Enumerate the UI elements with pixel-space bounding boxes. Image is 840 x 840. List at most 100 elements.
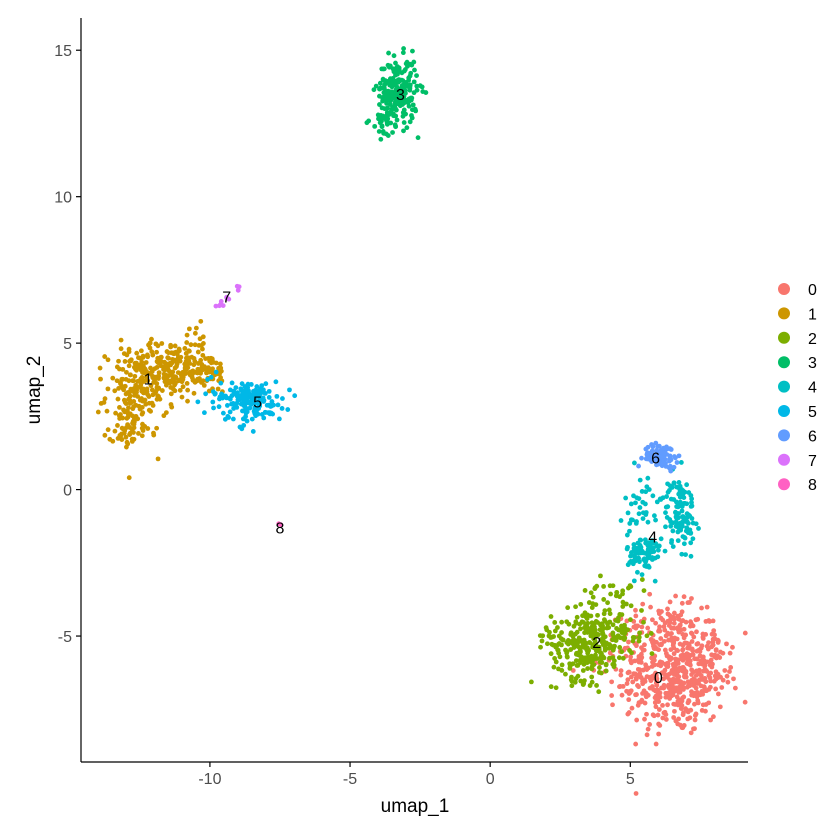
point-cluster-1 — [119, 431, 124, 437]
point-cluster-2 — [614, 589, 620, 595]
point-cluster-1 — [119, 437, 125, 443]
point-cluster-2 — [559, 630, 564, 635]
legend-key-2 — [778, 331, 790, 344]
point-cluster-2 — [573, 658, 579, 664]
point-cluster-0 — [624, 618, 630, 624]
point-cluster-4 — [655, 547, 661, 553]
point-cluster-1 — [178, 354, 184, 360]
point-cluster-6 — [676, 453, 682, 459]
point-cluster-3 — [400, 97, 406, 103]
point-cluster-2 — [581, 681, 587, 687]
point-cluster-2 — [620, 624, 626, 629]
point-cluster-2 — [620, 599, 626, 605]
point-cluster-2 — [551, 664, 557, 670]
point-cluster-3 — [385, 62, 391, 68]
point-cluster-1 — [155, 456, 161, 462]
point-cluster-5 — [231, 406, 237, 411]
point-cluster-0 — [668, 657, 673, 662]
point-cluster-1 — [132, 416, 137, 422]
point-cluster-2 — [589, 674, 595, 680]
point-cluster-0 — [683, 670, 689, 676]
point-cluster-5 — [213, 369, 219, 375]
point-cluster-1 — [102, 396, 108, 402]
point-cluster-1 — [201, 382, 207, 388]
point-cluster-3 — [414, 83, 420, 89]
point-cluster-1 — [184, 340, 190, 345]
point-cluster-1 — [164, 349, 170, 354]
legend-label-4: 4 — [808, 380, 817, 397]
point-cluster-1 — [95, 409, 101, 415]
point-cluster-1 — [209, 357, 215, 362]
point-cluster-4 — [644, 551, 650, 557]
point-cluster-0 — [624, 688, 629, 694]
point-cluster-1 — [140, 363, 146, 368]
point-cluster-6 — [661, 445, 666, 451]
point-cluster-2 — [629, 650, 634, 656]
cluster-labels: 0 1 2 3 4 5 6 7 8 — [144, 87, 663, 687]
point-cluster-5 — [275, 402, 281, 408]
point-cluster-4 — [681, 500, 687, 506]
point-cluster-1 — [183, 362, 189, 367]
point-cluster-2 — [621, 637, 627, 642]
point-cluster-5 — [231, 388, 237, 394]
point-cluster-4 — [635, 569, 640, 575]
point-cluster-2 — [590, 642, 595, 648]
point-cluster-4 — [676, 480, 682, 485]
point-cluster-5 — [242, 407, 248, 413]
point-cluster-0 — [658, 636, 664, 641]
point-cluster-4 — [683, 552, 688, 557]
point-cluster-5 — [287, 387, 292, 393]
point-cluster-2 — [593, 602, 599, 607]
point-cluster-5 — [274, 393, 280, 399]
point-cluster-0 — [728, 665, 734, 670]
point-cluster-5 — [248, 399, 254, 405]
point-cluster-1 — [149, 387, 155, 393]
point-cluster-4 — [658, 536, 664, 542]
point-cluster-4 — [689, 503, 695, 509]
point-cluster-2 — [589, 666, 595, 672]
legend-key-6 — [778, 429, 790, 442]
point-cluster-1 — [151, 430, 156, 436]
point-cluster-1 — [130, 378, 136, 384]
point-cluster-0 — [643, 694, 649, 700]
point-cluster-4 — [668, 523, 674, 529]
point-cluster-4 — [679, 508, 685, 514]
point-cluster-4 — [639, 572, 645, 578]
point-cluster-7 — [235, 287, 241, 293]
point-cluster-4 — [645, 519, 651, 525]
point-cluster-2 — [649, 651, 655, 657]
point-cluster-2 — [588, 590, 594, 596]
point-cluster-2 — [639, 577, 645, 582]
point-cluster-1 — [138, 355, 144, 361]
point-cluster-1 — [200, 367, 206, 373]
point-cluster-4 — [680, 514, 685, 520]
point-cluster-0 — [681, 635, 687, 641]
point-cluster-0 — [659, 609, 664, 614]
point-cluster-1 — [139, 367, 145, 373]
point-cluster-6 — [661, 451, 667, 456]
point-cluster-1 — [153, 388, 159, 394]
point-cluster-5 — [285, 407, 291, 412]
point-cluster-1 — [155, 393, 161, 399]
point-cluster-3 — [415, 135, 421, 141]
point-cluster-2 — [552, 656, 558, 661]
point-cluster-1 — [145, 352, 150, 358]
point-cluster-2 — [601, 597, 607, 602]
point-cluster-5 — [205, 377, 211, 382]
point-cluster-5 — [259, 412, 265, 417]
point-cluster-2 — [539, 638, 545, 644]
point-cluster-4 — [642, 501, 648, 507]
point-cluster-6 — [659, 454, 664, 460]
point-cluster-0 — [676, 668, 682, 674]
point-cluster-0 — [691, 634, 697, 640]
point-cluster-4 — [631, 542, 637, 547]
point-cluster-2 — [588, 656, 594, 662]
point-cluster-0 — [692, 690, 698, 696]
point-cluster-3 — [397, 78, 403, 84]
point-cluster-0 — [671, 620, 677, 626]
legend-label-0: 0 — [808, 282, 817, 299]
point-cluster-1 — [179, 394, 185, 400]
point-cluster-4 — [679, 551, 685, 557]
point-cluster-1 — [131, 399, 137, 404]
point-cluster-3 — [379, 66, 385, 72]
